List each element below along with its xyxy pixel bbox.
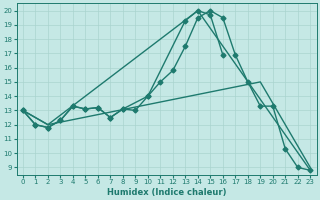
X-axis label: Humidex (Indice chaleur): Humidex (Indice chaleur) [107,188,226,197]
